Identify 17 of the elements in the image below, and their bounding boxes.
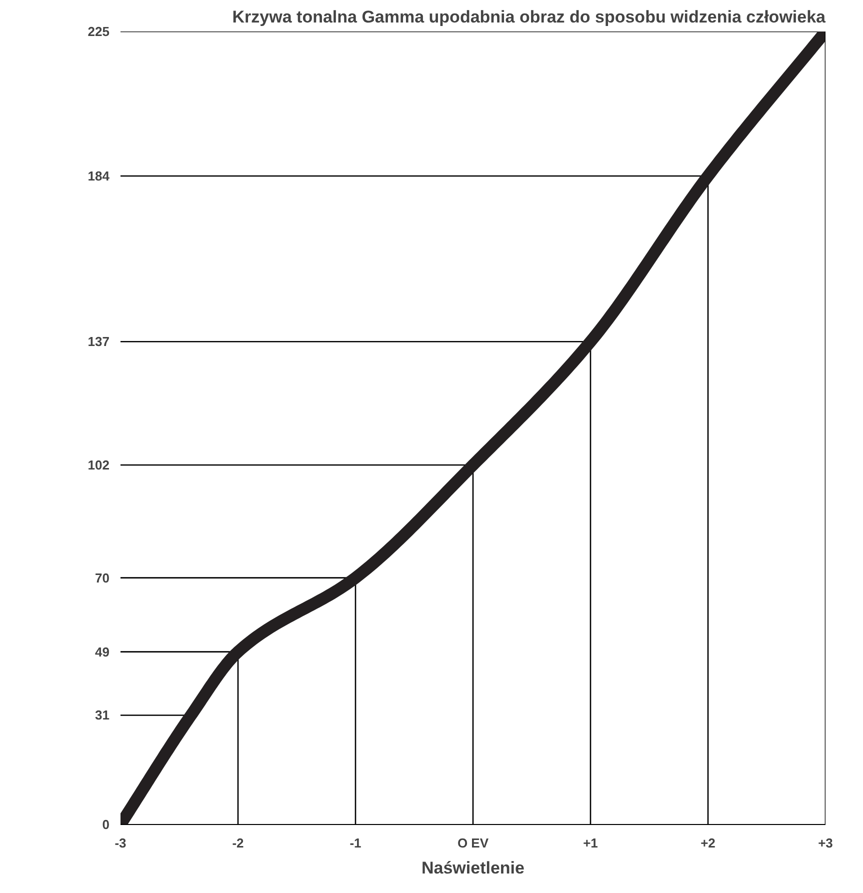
y-tick-label: 225 [88,24,110,39]
y-tick-label: 31 [95,708,110,723]
y-tick-label: 184 [88,168,110,184]
y-tick-label: 137 [88,334,110,350]
x-tick-label: O EV [457,836,489,850]
x-axis-title: Naświetlenie [422,858,525,878]
x-tick-label: +2 [700,836,716,850]
x-tick-label: -3 [114,836,126,850]
y-tick-label: 70 [95,570,110,586]
y-tick-label: 0 [102,817,110,832]
x-tick-label: +3 [818,836,833,850]
x-tick-label: +1 [583,836,598,850]
y-tick-label: 102 [88,458,110,473]
chart-title: Krzywa tonalna Gamma upodabnia obraz do sposobu widzenia człowieka [232,8,826,26]
x-tick-label: -1 [350,836,362,850]
y-tick-label: 49 [95,644,110,660]
x-tick-label: -2 [232,836,244,850]
